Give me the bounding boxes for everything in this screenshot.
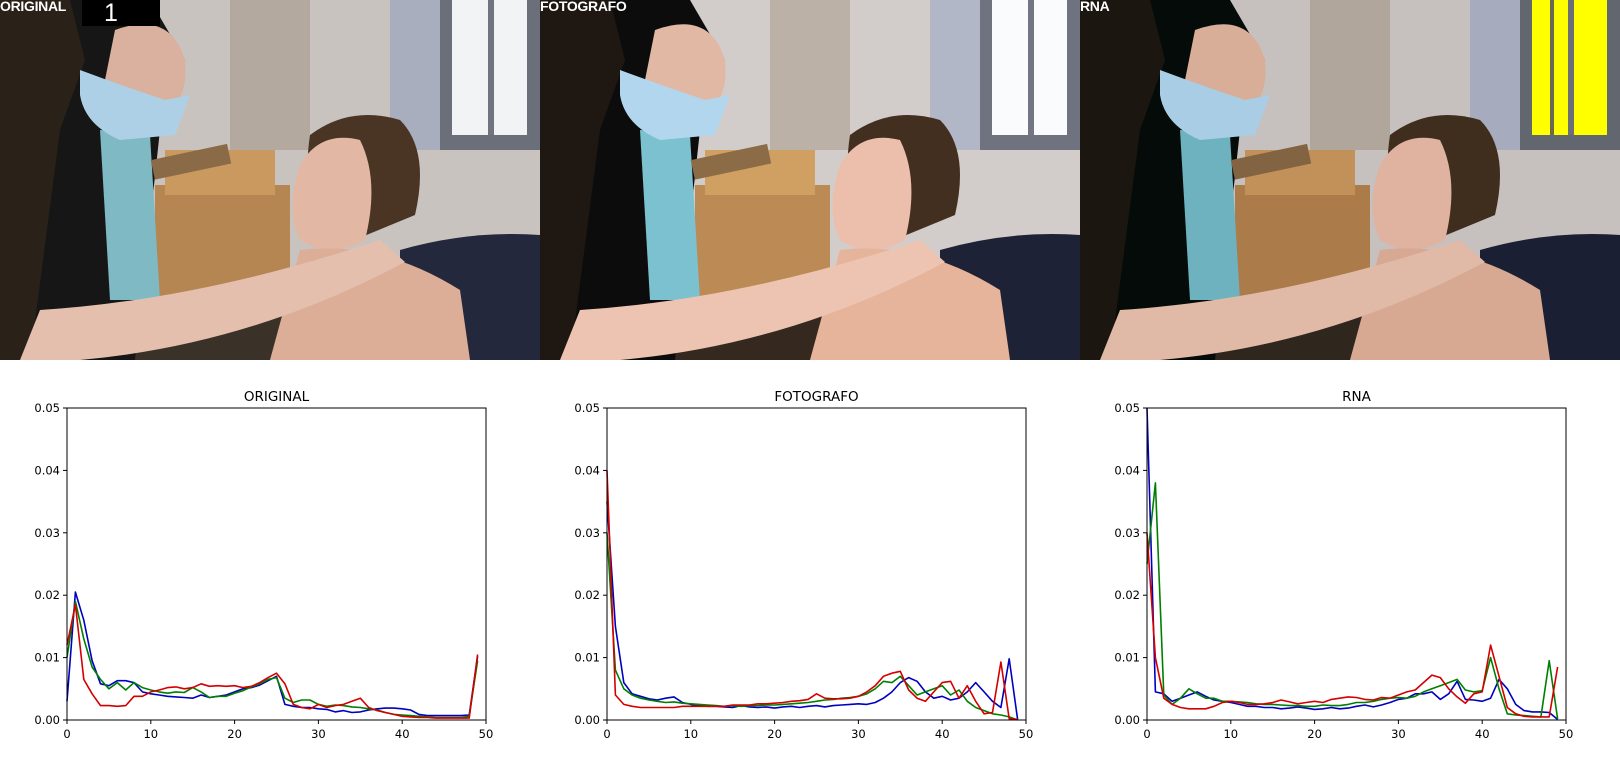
series-line-green	[1146, 482, 1559, 719]
x-tick-label: 50	[479, 727, 494, 741]
x-tick-label: 0	[603, 727, 610, 741]
series-line-blue	[1146, 407, 1559, 721]
x-tick-label: 50	[1559, 727, 1574, 741]
chart-title: RNA	[1342, 389, 1371, 405]
photo-index-badge: 1	[82, 0, 160, 26]
plot-frame	[1146, 407, 1567, 721]
plot-frame	[66, 407, 487, 721]
x-tick-label: 40	[395, 727, 410, 741]
y-tick-label: 0.03	[574, 526, 600, 540]
x-tick-label: 30	[851, 727, 866, 741]
y-tick-label: 0.01	[574, 651, 600, 665]
series-line-red	[606, 470, 1018, 721]
photo-label: FOTOGRAFO	[540, 0, 627, 14]
makeup-scene-image	[0, 0, 540, 360]
histogram-chart: RNA 0 10 20 30 40 50 0.00 0.01 0.02 0.03 0.04 0.05	[1114, 389, 1573, 741]
chart-title: ORIGINAL	[244, 389, 310, 405]
histogram-charts: ORIGINAL 0 10 20 30 40 50 0.00 0.01 0.02 0.03 0.04 0…	[34, 389, 1573, 741]
plot-frame	[606, 407, 1027, 721]
histogram-chart: ORIGINAL 0 10 20 30 40 50 0.00 0.01 0.02 0.03 0.04 0…	[34, 389, 493, 741]
y-tick-label: 0.05	[34, 401, 60, 415]
photo-panel-original: ORIGINAL 1	[0, 0, 540, 360]
x-tick-label: 30	[311, 727, 326, 741]
x-tick-label: 20	[1307, 727, 1322, 741]
x-tick-label: 20	[767, 727, 782, 741]
y-tick-label: 0.05	[1114, 401, 1140, 415]
series-line-red	[1146, 532, 1559, 718]
x-tick-label: 50	[1019, 727, 1034, 741]
photo-panel-fotografo: FOTOGRAFO	[540, 0, 1080, 360]
y-tick-label: 0.02	[574, 588, 600, 602]
y-tick-label: 0.03	[34, 526, 60, 540]
x-tick-label: 40	[1475, 727, 1490, 741]
x-tick-label: 10	[143, 727, 158, 741]
chart-title: FOTOGRAFO	[774, 389, 858, 405]
histogram-chart: FOTOGRAFO 0 10 20 30 40 50 0.00 0.01 0.02 0.03 0.04…	[574, 389, 1033, 741]
series-line-blue	[66, 591, 479, 717]
x-tick-label: 40	[935, 727, 950, 741]
photo-label: ORIGINAL	[0, 0, 67, 14]
series-line-green	[606, 532, 1018, 721]
photo-label: RNA	[1080, 0, 1110, 14]
y-tick-label: 0.00	[34, 713, 60, 727]
y-tick-label: 0.04	[574, 463, 600, 477]
y-tick-label: 0.00	[1114, 713, 1140, 727]
photo-comparison-row: ORIGINAL 1 FOTOGRAFO	[0, 0, 1620, 360]
y-tick-label: 0.03	[1114, 526, 1140, 540]
x-tick-label: 10	[1223, 727, 1238, 741]
y-tick-label: 0.01	[34, 651, 60, 665]
series-line-green	[66, 600, 479, 719]
y-tick-label: 0.02	[34, 588, 60, 602]
y-tick-label: 0.02	[1114, 588, 1140, 602]
x-tick-label: 10	[683, 727, 698, 741]
x-tick-label: 0	[63, 727, 70, 741]
y-tick-label: 0.01	[1114, 651, 1140, 665]
series-line-red	[66, 603, 479, 719]
y-tick-label: 0.04	[34, 463, 60, 477]
photo-panel-rna: RNA	[1080, 0, 1620, 360]
x-tick-label: 30	[1391, 727, 1406, 741]
y-tick-label: 0.00	[574, 713, 600, 727]
x-tick-label: 20	[227, 727, 242, 741]
makeup-scene-image	[540, 0, 1080, 360]
makeup-scene-image	[1080, 0, 1620, 360]
x-tick-label: 0	[1143, 727, 1150, 741]
series-line-blue	[606, 501, 1019, 720]
y-tick-label: 0.04	[1114, 463, 1140, 477]
y-tick-label: 0.05	[574, 401, 600, 415]
